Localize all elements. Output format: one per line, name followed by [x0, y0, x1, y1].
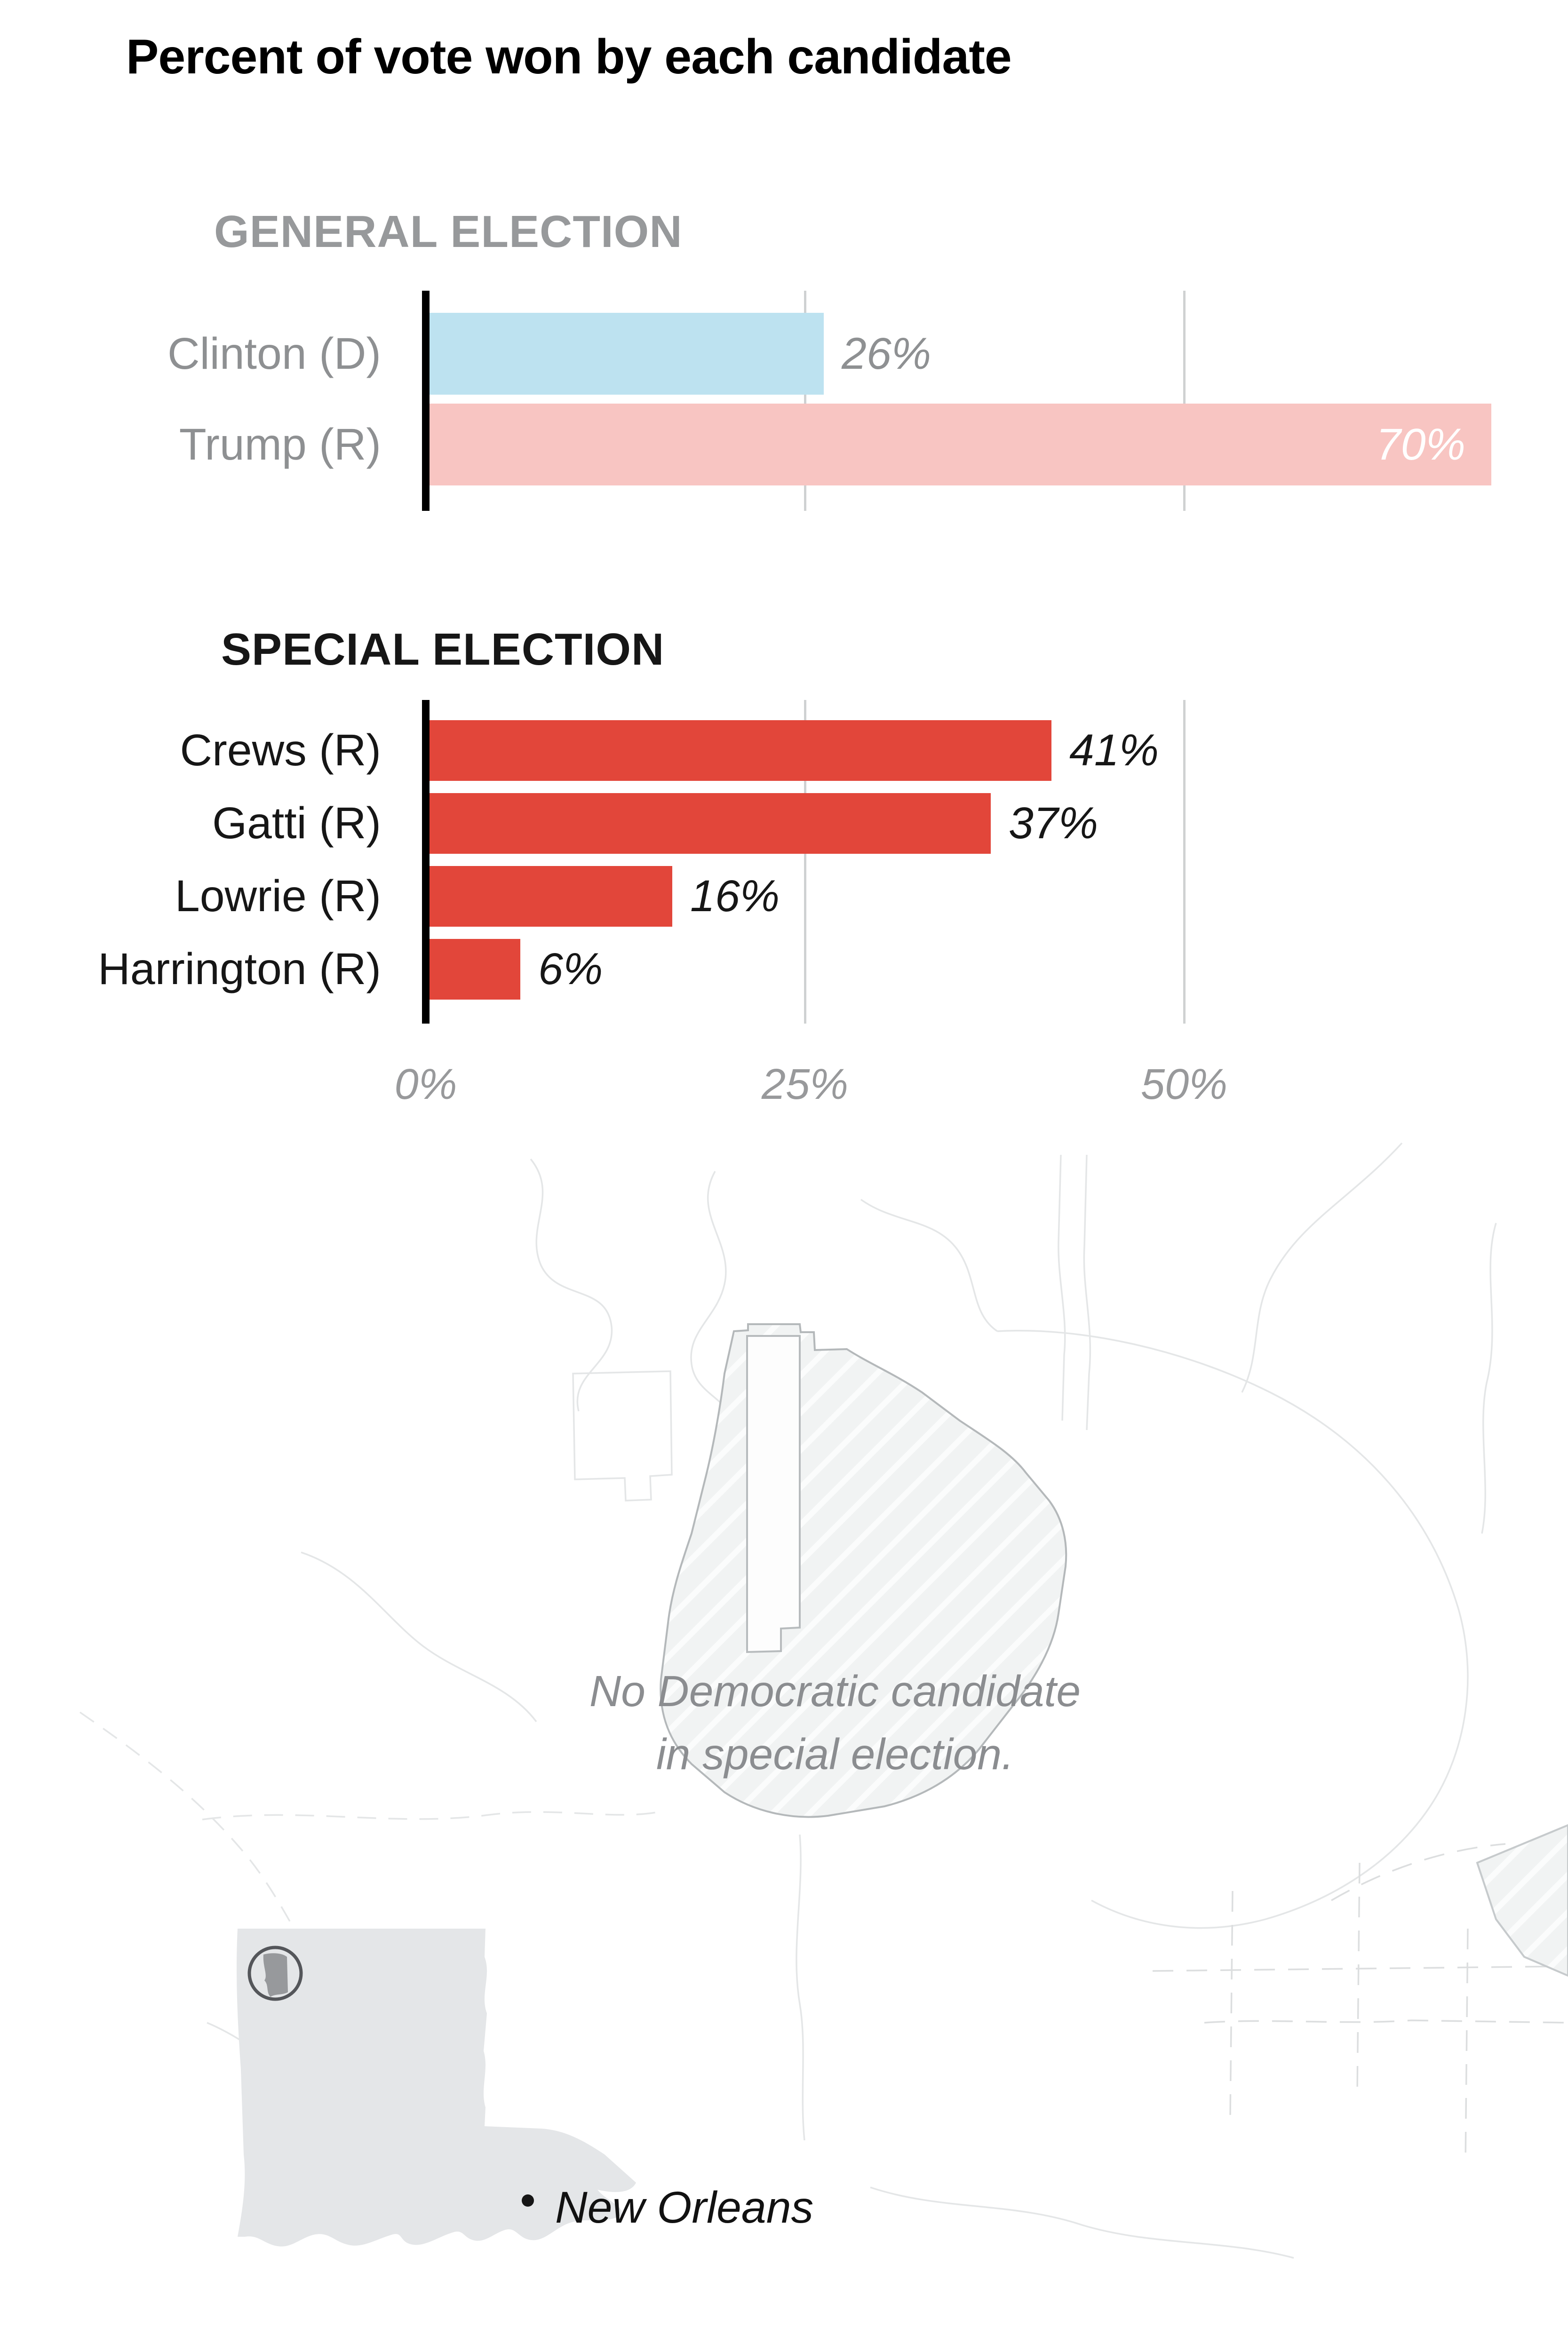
- y-axis-line-special: [422, 700, 430, 1024]
- x-tick-50: 50%: [1140, 1060, 1228, 1108]
- district-map-svg: [80, 1142, 1568, 2259]
- louisiana-inset-shape: [236, 1929, 636, 2247]
- bar-gatti: [430, 793, 991, 854]
- value-label-harrington: 6%: [538, 944, 603, 994]
- bar-label-crews: Crews (R): [180, 725, 381, 775]
- gridline-25pct-special: [804, 700, 806, 1024]
- bar-harrington: [430, 939, 520, 1000]
- gridline-50pct-general: [1183, 291, 1186, 511]
- value-label-trump: 70%: [1376, 420, 1465, 469]
- bar-label-clinton: Clinton (D): [167, 329, 381, 379]
- bar-crews: [430, 720, 1051, 781]
- gridline-50pct-special: [1183, 700, 1186, 1024]
- chart-title: Percent of vote won by each candidate: [126, 30, 1012, 84]
- inset-circle-locator-icon: [247, 1946, 303, 2001]
- map-note: No Democratic candidate in special elect…: [376, 1660, 1294, 1786]
- value-label-clinton: 26%: [842, 329, 931, 379]
- bar-label-harrington: Harrington (R): [98, 944, 381, 994]
- inset-district-shape: [263, 1953, 288, 1997]
- special-election-header: SPECIAL ELECTION: [221, 624, 665, 675]
- gridline-25pct-general: [804, 291, 806, 511]
- y-axis-line-general: [422, 291, 430, 511]
- new-orleans-dot-icon: [522, 2194, 534, 2207]
- bar-label-gatti: Gatti (R): [212, 798, 381, 848]
- value-label-gatti: 37%: [1009, 798, 1098, 848]
- x-tick-25: 25%: [761, 1060, 849, 1108]
- bar-label-lowrie: Lowrie (R): [175, 871, 381, 921]
- hatched-corner-area: [1476, 1824, 1568, 1977]
- bar-lowrie: [430, 866, 672, 927]
- general-election-header: GENERAL ELECTION: [214, 207, 683, 257]
- map-note-line1: No Democratic candidate: [589, 1667, 1081, 1716]
- map-note-line2: in special election.: [656, 1730, 1014, 1779]
- district-inner-precinct: [746, 1335, 801, 1653]
- value-label-lowrie: 16%: [690, 871, 780, 921]
- map-background-lines: [80, 1142, 1497, 2259]
- map-road-grid: [1152, 1843, 1568, 2164]
- bar-clinton: [430, 313, 824, 395]
- x-tick-0: 0%: [394, 1060, 457, 1108]
- new-orleans-label: New Orleans: [555, 2183, 814, 2233]
- bar-label-trump: Trump (R): [179, 420, 381, 469]
- value-label-crews: 41%: [1069, 725, 1159, 775]
- bar-trump: [430, 404, 1491, 485]
